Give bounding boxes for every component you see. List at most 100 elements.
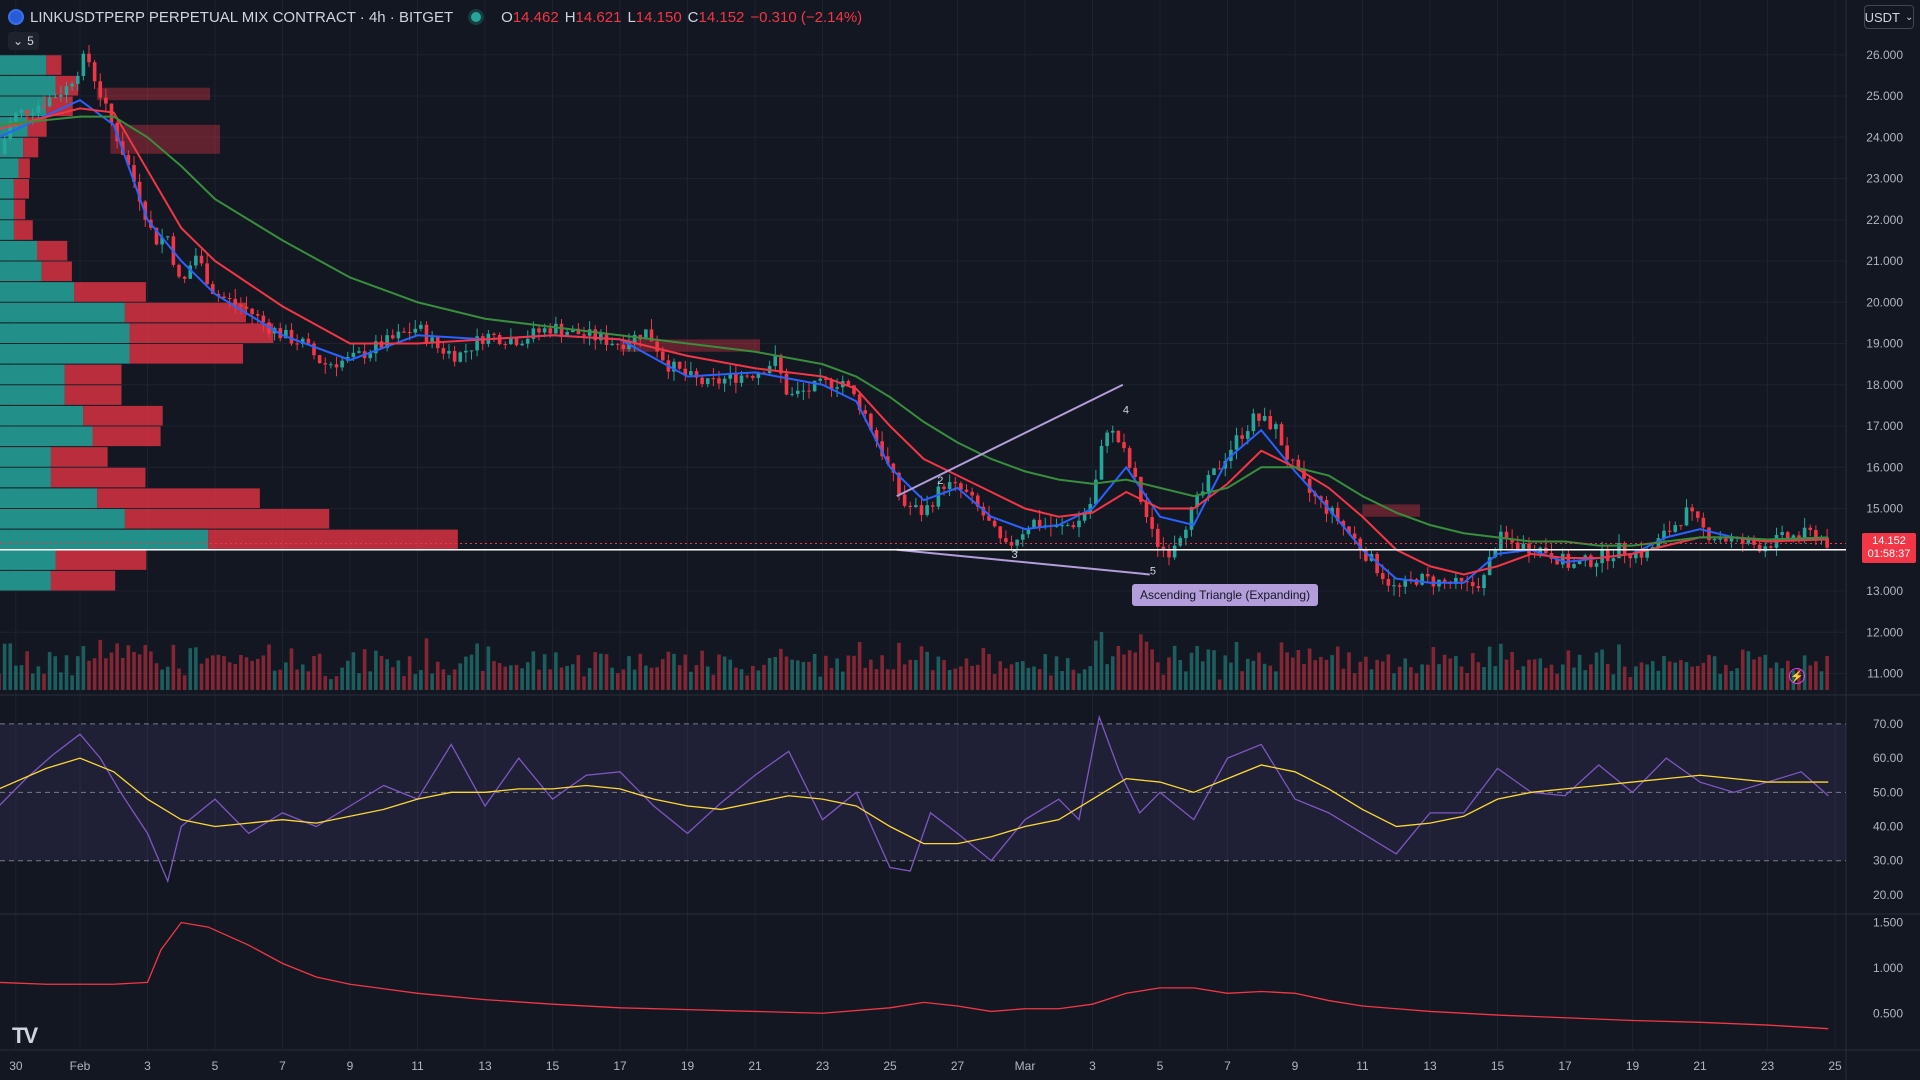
volume-bar [1223,655,1228,690]
volume-bar [705,666,710,690]
candle-body [317,355,322,364]
volume-bar [1285,652,1289,690]
candle-body [1245,431,1250,439]
candle-body [385,335,389,348]
volume-bar [115,643,119,690]
volume-bar [525,662,530,690]
volume-bar [396,660,401,690]
time-axis-label: 25 [883,1059,897,1073]
oscillator-axis-label: 1.500 [1873,916,1903,930]
volume-bar [1110,656,1115,690]
volume-bar [1313,660,1318,690]
volume-bar [1347,652,1351,690]
candle-body [1364,550,1368,561]
volume-bar [1245,658,1250,690]
volume-bar [1493,666,1498,690]
oscillator-line [0,921,1829,1030]
price-axis-label: 22.000 [1866,213,1903,227]
volume-bar [1105,664,1109,690]
candle-body [880,441,884,457]
indicators-collapse-button[interactable]: ⌄ 5 [8,32,39,50]
volume-bar [722,656,727,690]
volume-bar [458,663,463,690]
candle-body [1757,544,1762,552]
volume-bar [655,667,659,690]
volume-bar [250,660,254,690]
volume-bar [132,652,136,690]
volume-profile-sell-bar [13,199,26,220]
candle-body [1307,478,1312,493]
volume-bar [1662,655,1666,690]
volume-bar [1555,673,1559,690]
candle-body [1510,538,1514,543]
candle-body [705,378,710,385]
candle-body [194,255,198,266]
volume-bar [109,652,114,690]
candle-body [700,377,704,385]
candle-body [1454,577,1458,585]
volume-bar [1234,641,1239,690]
candle-body [36,105,41,113]
candle-body [104,97,108,104]
volume-bar [306,671,311,690]
market-status-icon[interactable] [471,12,482,22]
candle-body [711,378,716,380]
volume-bar [1335,646,1340,690]
volume-bar [885,669,890,690]
volume-bar [1785,660,1790,690]
volume-bar [329,679,333,690]
volume-bar [1015,661,1019,690]
volume-bar [846,655,851,690]
candle-body [953,482,958,484]
volume-bar [790,659,794,690]
candle-body [374,341,378,354]
symbol-title[interactable]: LINKUSDTPERP PERPETUAL MIX CONTRACT · 4h… [30,8,454,26]
candle-body [1746,539,1751,544]
price-axis-label: 12.000 [1866,625,1903,639]
alert-bolt-icon[interactable]: ⚡ [1789,668,1805,684]
candle-body [795,390,800,394]
volume-bar [1392,673,1396,690]
currency-select[interactable]: USDT ⌄ [1864,5,1914,29]
volume-bar [1695,665,1700,690]
candle-body [1679,525,1683,527]
candle-body [1347,526,1351,534]
volume-bar [244,657,249,690]
volume-profile-buy-bar [0,488,98,508]
volume-bar [222,656,226,690]
candle-body [975,495,980,507]
time-axis-label: 21 [748,1059,762,1073]
volume-profile-sell-bar [50,570,116,591]
volume-bar [1594,652,1599,690]
tradingview-logo-icon[interactable]: TV [12,1023,38,1048]
candle-body [244,306,249,309]
volume-bar [1004,668,1008,690]
candle-body [1037,519,1042,527]
candle-body [1330,507,1334,514]
candle-body [1206,474,1211,492]
volume-bar [390,667,395,690]
candle-body [1499,531,1503,550]
volume-bar [644,665,648,690]
volume-bar [1442,654,1447,690]
candle-body [925,505,929,515]
volume-bar [739,669,744,690]
candle-body [1673,525,1678,532]
candle-body [1684,507,1689,526]
volume-profile-buy-bar [0,385,65,405]
volume-bar [1302,664,1306,690]
candle-body [1386,579,1391,586]
volume-bar [1009,664,1014,690]
volume-bar [992,674,997,690]
candle-body [520,343,524,346]
pattern-label[interactable]: Ascending Triangle (Expanding) [1132,584,1319,606]
volume-bar [1454,656,1458,690]
candle-body [81,53,86,76]
volume-bar [1122,654,1126,690]
candle-body [824,378,828,380]
candle-body [233,298,238,305]
candle-body [1082,513,1087,521]
price-axis-label: 20.000 [1866,295,1903,309]
candle-body [930,505,935,507]
